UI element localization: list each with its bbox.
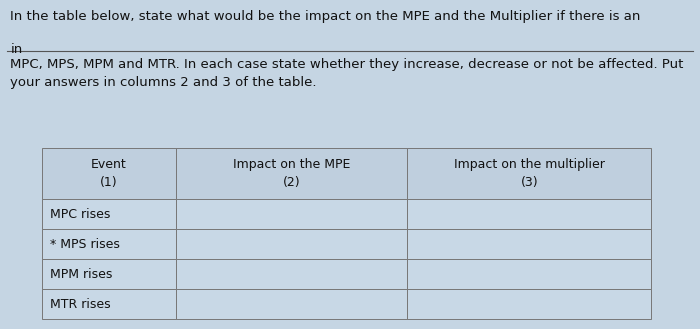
FancyBboxPatch shape <box>42 229 176 259</box>
FancyBboxPatch shape <box>407 259 651 289</box>
Text: * MPS rises: * MPS rises <box>50 238 120 251</box>
Text: MTR rises: MTR rises <box>50 298 111 311</box>
Text: (3): (3) <box>520 176 538 190</box>
FancyBboxPatch shape <box>176 199 407 229</box>
FancyBboxPatch shape <box>407 289 651 319</box>
FancyBboxPatch shape <box>42 289 176 319</box>
FancyBboxPatch shape <box>42 259 176 289</box>
Text: (1): (1) <box>100 176 118 190</box>
FancyBboxPatch shape <box>176 229 407 259</box>
Text: Impact on the multiplier: Impact on the multiplier <box>454 158 605 171</box>
Text: MPM rises: MPM rises <box>50 268 113 281</box>
Text: MPC, MPS, MPM and MTR. In each case state whether they increase, decrease or not: MPC, MPS, MPM and MTR. In each case stat… <box>10 58 684 89</box>
FancyBboxPatch shape <box>176 259 407 289</box>
FancyBboxPatch shape <box>176 289 407 319</box>
Text: MPC rises: MPC rises <box>50 208 111 221</box>
Text: Event: Event <box>91 158 127 171</box>
FancyBboxPatch shape <box>176 148 407 199</box>
FancyBboxPatch shape <box>407 148 651 199</box>
Text: in: in <box>10 43 22 56</box>
FancyBboxPatch shape <box>42 199 176 229</box>
Text: (2): (2) <box>283 176 300 190</box>
FancyBboxPatch shape <box>407 229 651 259</box>
Text: Impact on the MPE: Impact on the MPE <box>233 158 351 171</box>
Text: In the table below, state what would be the impact on the MPE and the Multiplier: In the table below, state what would be … <box>10 10 645 23</box>
FancyBboxPatch shape <box>42 148 176 199</box>
FancyBboxPatch shape <box>407 199 651 229</box>
